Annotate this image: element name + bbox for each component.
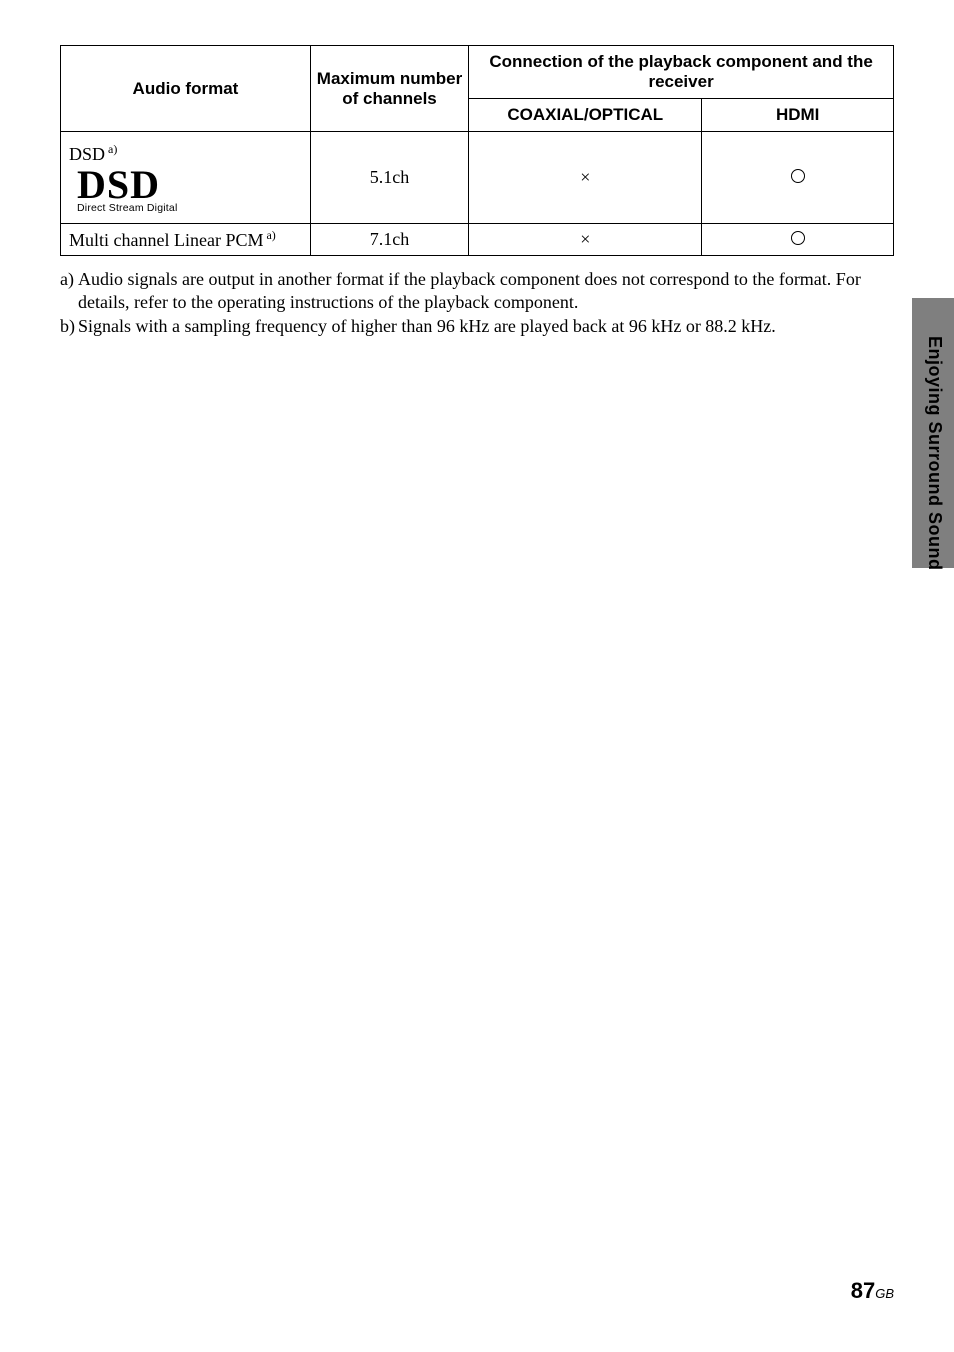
support-circle-icon xyxy=(791,231,805,245)
footnote-a: a) Audio signals are output in another f… xyxy=(60,268,894,315)
dsd-logo-small: Direct Stream Digital xyxy=(77,203,304,214)
cell-dsd-max: 5.1ch xyxy=(310,132,468,224)
dsd-logo: DSD Direct Stream Digital xyxy=(69,167,304,214)
footnotes: a) Audio signals are output in another f… xyxy=(60,268,894,338)
page-number: 87GB xyxy=(851,1278,894,1304)
dsd-logo-big: DSD xyxy=(77,167,304,203)
pcm-label-sup: a) xyxy=(263,228,275,242)
header-max-channels: Maximum number of channels xyxy=(310,46,468,132)
cell-pcm-coax: × xyxy=(469,224,702,256)
side-section-label: Enjoying Surround Sound xyxy=(924,336,945,570)
footnote-b: b) Signals with a sampling frequency of … xyxy=(60,315,894,338)
cell-dsd-label: DSD a) DSD Direct Stream Digital xyxy=(61,132,311,224)
page-number-suffix: GB xyxy=(875,1286,894,1301)
page-number-value: 87 xyxy=(851,1278,875,1303)
cell-dsd-hdmi xyxy=(702,132,894,224)
header-audio-format: Audio format xyxy=(61,46,311,132)
cell-dsd-coax: × xyxy=(469,132,702,224)
note-marker-b: b) xyxy=(60,315,78,338)
header-connection: Connection of the playback component and… xyxy=(469,46,894,99)
header-coaxial-optical: COAXIAL/OPTICAL xyxy=(469,99,702,132)
note-text-a: Audio signals are output in another form… xyxy=(78,268,894,315)
pcm-label-text: Multi channel Linear PCM xyxy=(69,230,263,250)
note-text-b: Signals with a sampling frequency of hig… xyxy=(78,315,894,338)
table-row: DSD a) DSD Direct Stream Digital 5.1ch × xyxy=(61,132,894,224)
audio-format-table: Audio format Maximum number of channels … xyxy=(60,45,894,256)
table-row: Multi channel Linear PCM a) 7.1ch × xyxy=(61,224,894,256)
header-hdmi: HDMI xyxy=(702,99,894,132)
dsd-label-sup: a) xyxy=(105,142,117,156)
note-marker-a: a) xyxy=(60,268,78,315)
support-circle-icon xyxy=(791,169,805,183)
cell-pcm-hdmi xyxy=(702,224,894,256)
cell-pcm-max: 7.1ch xyxy=(310,224,468,256)
dsd-label-text: DSD xyxy=(69,144,105,164)
cell-pcm-label: Multi channel Linear PCM a) xyxy=(61,224,311,256)
